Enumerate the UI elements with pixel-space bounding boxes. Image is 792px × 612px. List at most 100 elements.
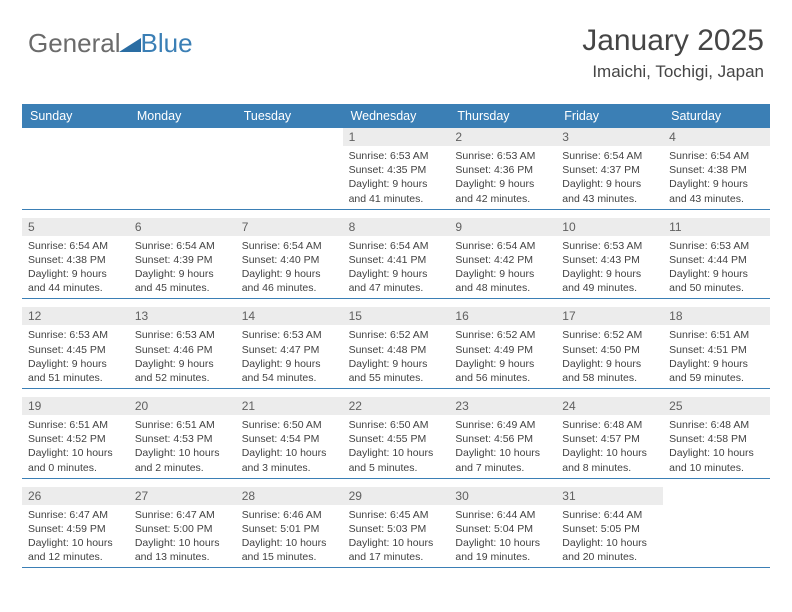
daylight-line: Daylight: 9 hours and 48 minutes. — [455, 267, 550, 295]
day-body: Sunrise: 6:52 AMSunset: 4:48 PMDaylight:… — [343, 325, 450, 388]
week-row: 19Sunrise: 6:51 AMSunset: 4:52 PMDayligh… — [22, 397, 770, 479]
day-number: 14 — [236, 307, 343, 325]
day-number: 17 — [556, 307, 663, 325]
sunset-line: Sunset: 4:42 PM — [455, 253, 550, 267]
day-number: 3 — [556, 128, 663, 146]
logo-text-gray: General — [28, 28, 121, 59]
sunrise-line: Sunrise: 6:46 AM — [242, 508, 337, 522]
sunrise-line: Sunrise: 6:47 AM — [135, 508, 230, 522]
daylight-line: Daylight: 10 hours and 10 minutes. — [669, 446, 764, 474]
logo: General Blue — [28, 28, 193, 64]
sunrise-line: Sunrise: 6:54 AM — [28, 239, 123, 253]
day-of-week-cell: Saturday — [663, 104, 770, 128]
daylight-line: Daylight: 9 hours and 44 minutes. — [28, 267, 123, 295]
day-cell: 8Sunrise: 6:54 AMSunset: 4:41 PMDaylight… — [343, 218, 450, 299]
day-body — [22, 145, 129, 151]
daylight-line: Daylight: 9 hours and 51 minutes. — [28, 357, 123, 385]
sunrise-line: Sunrise: 6:51 AM — [669, 328, 764, 342]
daylight-line: Daylight: 9 hours and 54 minutes. — [242, 357, 337, 385]
daylight-line: Daylight: 9 hours and 45 minutes. — [135, 267, 230, 295]
day-cell — [129, 128, 236, 209]
sunrise-line: Sunrise: 6:47 AM — [28, 508, 123, 522]
day-cell: 2Sunrise: 6:53 AMSunset: 4:36 PMDaylight… — [449, 128, 556, 209]
sunrise-line: Sunrise: 6:44 AM — [455, 508, 550, 522]
sunset-line: Sunset: 4:48 PM — [349, 343, 444, 357]
daylight-line: Daylight: 10 hours and 17 minutes. — [349, 536, 444, 564]
sunrise-line: Sunrise: 6:51 AM — [28, 418, 123, 432]
day-body: Sunrise: 6:54 AMSunset: 4:38 PMDaylight:… — [22, 236, 129, 299]
day-number: 22 — [343, 397, 450, 415]
day-body: Sunrise: 6:50 AMSunset: 4:54 PMDaylight:… — [236, 415, 343, 478]
day-number: 27 — [129, 487, 236, 505]
sunrise-line: Sunrise: 6:50 AM — [242, 418, 337, 432]
daylight-line: Daylight: 10 hours and 3 minutes. — [242, 446, 337, 474]
week-gap — [22, 299, 770, 307]
sunset-line: Sunset: 5:03 PM — [349, 522, 444, 536]
day-number: 11 — [663, 218, 770, 236]
day-number: 1 — [343, 128, 450, 146]
sunrise-line: Sunrise: 6:54 AM — [349, 239, 444, 253]
sunrise-line: Sunrise: 6:49 AM — [455, 418, 550, 432]
day-cell: 29Sunrise: 6:45 AMSunset: 5:03 PMDayligh… — [343, 487, 450, 568]
page-title: January 2025 — [582, 24, 764, 58]
sunset-line: Sunset: 4:45 PM — [28, 343, 123, 357]
title-block: January 2025 Imaichi, Tochigi, Japan — [582, 24, 764, 82]
day-number: 13 — [129, 307, 236, 325]
daylight-line: Daylight: 9 hours and 43 minutes. — [562, 177, 657, 205]
sunrise-line: Sunrise: 6:54 AM — [455, 239, 550, 253]
logo-text-blue: Blue — [141, 28, 193, 59]
day-number: 9 — [449, 218, 556, 236]
day-body: Sunrise: 6:44 AMSunset: 5:05 PMDaylight:… — [556, 505, 663, 568]
day-of-week-cell: Tuesday — [236, 104, 343, 128]
day-body: Sunrise: 6:45 AMSunset: 5:03 PMDaylight:… — [343, 505, 450, 568]
day-cell: 26Sunrise: 6:47 AMSunset: 4:59 PMDayligh… — [22, 487, 129, 568]
day-body: Sunrise: 6:53 AMSunset: 4:36 PMDaylight:… — [449, 146, 556, 209]
day-number: 28 — [236, 487, 343, 505]
day-cell: 9 Sunrise: 6:54 AMSunset: 4:42 PMDaylight… — [449, 218, 556, 299]
sunrise-line: Sunrise: 6:52 AM — [562, 328, 657, 342]
day-body: Sunrise: 6:54 AMSunset: 4:37 PMDaylight:… — [556, 146, 663, 209]
daylight-line: Daylight: 9 hours and 55 minutes. — [349, 357, 444, 385]
day-body: Sunrise: 6:48 AMSunset: 4:58 PMDaylight:… — [663, 415, 770, 478]
daylight-line: Daylight: 10 hours and 15 minutes. — [242, 536, 337, 564]
daylight-line: Daylight: 9 hours and 52 minutes. — [135, 357, 230, 385]
day-cell — [22, 128, 129, 209]
day-cell: 20Sunrise: 6:51 AMSunset: 4:53 PMDayligh… — [129, 397, 236, 478]
sunset-line: Sunset: 4:56 PM — [455, 432, 550, 446]
day-body: Sunrise: 6:54 AMSunset: 4:39 PMDaylight:… — [129, 236, 236, 299]
sunrise-line: Sunrise: 6:53 AM — [242, 328, 337, 342]
day-body: Sunrise: 6:52 AMSunset: 4:49 PMDaylight:… — [449, 325, 556, 388]
sunset-line: Sunset: 5:01 PM — [242, 522, 337, 536]
sunset-line: Sunset: 4:59 PM — [28, 522, 123, 536]
sunset-line: Sunset: 4:36 PM — [455, 163, 550, 177]
day-cell: 4Sunrise: 6:54 AMSunset: 4:38 PMDaylight… — [663, 128, 770, 209]
day-body: Sunrise: 6:53 AMSunset: 4:45 PMDaylight:… — [22, 325, 129, 388]
daylight-line: Daylight: 9 hours and 59 minutes. — [669, 357, 764, 385]
day-body: Sunrise: 6:53 AMSunset: 4:46 PMDaylight:… — [129, 325, 236, 388]
location-label: Imaichi, Tochigi, Japan — [582, 62, 764, 82]
sunrise-line: Sunrise: 6:50 AM — [349, 418, 444, 432]
sunrise-line: Sunrise: 6:53 AM — [135, 328, 230, 342]
day-number: 10 — [556, 218, 663, 236]
day-body: Sunrise: 6:49 AMSunset: 4:56 PMDaylight:… — [449, 415, 556, 478]
sunset-line: Sunset: 4:39 PM — [135, 253, 230, 267]
sunrise-line: Sunrise: 6:52 AM — [455, 328, 550, 342]
week-row: 12Sunrise: 6:53 AMSunset: 4:45 PMDayligh… — [22, 307, 770, 389]
sunset-line: Sunset: 4:37 PM — [562, 163, 657, 177]
sunset-line: Sunset: 4:51 PM — [669, 343, 764, 357]
daylight-line: Daylight: 10 hours and 5 minutes. — [349, 446, 444, 474]
daylight-line: Daylight: 9 hours and 42 minutes. — [455, 177, 550, 205]
sunrise-line: Sunrise: 6:53 AM — [349, 149, 444, 163]
day-cell: 31Sunrise: 6:44 AMSunset: 5:05 PMDayligh… — [556, 487, 663, 568]
daylight-line: Daylight: 9 hours and 56 minutes. — [455, 357, 550, 385]
day-number: 18 — [663, 307, 770, 325]
day-number: 12 — [22, 307, 129, 325]
day-body: Sunrise: 6:54 AMSunset: 4:41 PMDaylight:… — [343, 236, 450, 299]
day-number: 25 — [663, 397, 770, 415]
day-body: Sunrise: 6:51 AMSunset: 4:51 PMDaylight:… — [663, 325, 770, 388]
sunset-line: Sunset: 5:04 PM — [455, 522, 550, 536]
triangle-icon — [119, 38, 141, 52]
daylight-line: Daylight: 10 hours and 19 minutes. — [455, 536, 550, 564]
week-gap — [22, 479, 770, 487]
sunset-line: Sunset: 4:53 PM — [135, 432, 230, 446]
